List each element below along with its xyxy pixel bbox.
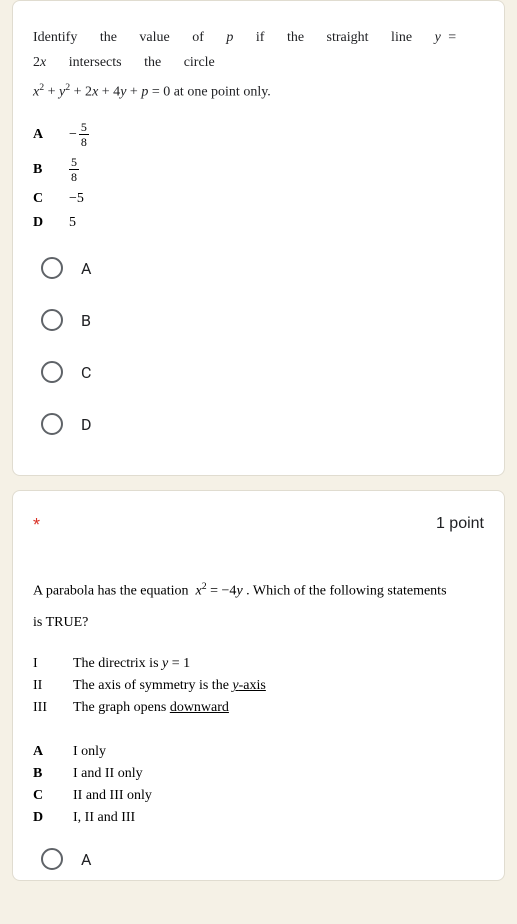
required-asterisk: * <box>33 515 40 536</box>
question-card-2: * 1 point A parabola has the equation x2… <box>12 490 505 881</box>
radio-circle-icon <box>41 413 63 435</box>
q1-opt-A: A − 58 <box>33 121 484 148</box>
opt-label: A <box>33 127 69 143</box>
q1-opt-D: D 5 <box>33 215 484 231</box>
q1-line1: Identify the value of p if the straight … <box>33 25 484 75</box>
q2-statements: I The directrix is y = 1 II The axis of … <box>33 656 484 716</box>
q1-options: A − 58 B 58 C −5 D 5 <box>33 121 484 231</box>
radio-label: B <box>81 311 91 330</box>
q2-radio-group: A <box>33 848 484 870</box>
radio-circle-icon <box>41 361 63 383</box>
points-label: 1 point <box>436 515 484 533</box>
radio-circle-icon <box>41 848 63 870</box>
radio-circle-icon <box>41 309 63 331</box>
radio-option-A[interactable]: A <box>41 848 484 870</box>
opt-label: D <box>33 215 69 231</box>
radio-option-C[interactable]: C <box>41 361 484 383</box>
question-card-1: Identify the value of p if the straight … <box>12 0 505 476</box>
radio-label: D <box>81 415 92 434</box>
opt-value: −5 <box>69 191 84 207</box>
q1-opt-B: B 58 <box>33 156 484 183</box>
ans-A: AI only <box>33 744 484 760</box>
q1-radio-group: A B C D <box>33 257 484 435</box>
q1-opt-C: C −5 <box>33 191 484 207</box>
opt-value: 5 <box>69 215 76 231</box>
q2-answer-options: AI only BI and II only CII and III only … <box>33 744 484 826</box>
radio-circle-icon <box>41 257 63 279</box>
q2-header: * 1 point <box>33 515 484 536</box>
stmt-II: II The axis of symmetry is the y-axis <box>33 678 484 694</box>
q1-line2: x2 + y2 + 2x + 4y + p = 0 at one point o… <box>33 79 484 105</box>
opt-value: − 58 <box>69 121 89 148</box>
ans-B: BI and II only <box>33 766 484 782</box>
ans-C: CII and III only <box>33 788 484 804</box>
radio-option-B[interactable]: B <box>41 309 484 331</box>
stmt-I: I The directrix is y = 1 <box>33 656 484 672</box>
opt-label: B <box>33 162 69 178</box>
radio-label: A <box>81 850 91 869</box>
radio-option-A[interactable]: A <box>41 257 484 279</box>
radio-option-D[interactable]: D <box>41 413 484 435</box>
stmt-III: III The graph opens downward <box>33 700 484 716</box>
radio-label: A <box>81 259 91 278</box>
q2-question: A parabola has the equation x2 = −4y . W… <box>33 576 484 638</box>
ans-D: DI, II and III <box>33 810 484 826</box>
radio-label: C <box>81 363 91 382</box>
opt-label: C <box>33 191 69 207</box>
opt-value: 58 <box>69 156 79 183</box>
